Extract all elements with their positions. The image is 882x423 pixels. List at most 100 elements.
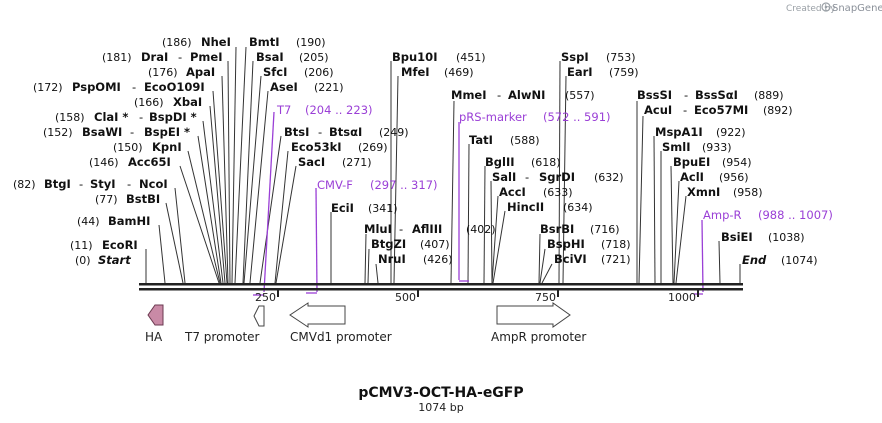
site-position: (426) (423, 253, 453, 266)
site-position: (0) (75, 254, 91, 267)
site-nhei[interactable]: (186) NheI (162, 35, 231, 49)
site-position: (588) (510, 134, 540, 147)
site-position: (190) (296, 36, 326, 49)
site-kpni[interactable]: (150) KpnI (113, 140, 182, 154)
site-bstbi[interactable]: (77) BstBI (95, 192, 160, 206)
site-bsphi[interactable]: BspHI (718) (547, 237, 631, 251)
credit-brand: SnapGene (832, 3, 882, 14)
site-end[interactable]: End (1074) (742, 253, 818, 267)
site-clai-bspdi[interactable]: (158) ClaI * - BspDI * (55, 110, 197, 124)
site-name-2: StyI (90, 177, 116, 191)
site-asei[interactable]: AseI (221) (270, 80, 344, 94)
feature-ha[interactable]: HA (145, 304, 164, 344)
site-acc65i[interactable]: (146) Acc65I (89, 155, 171, 169)
site-bsai[interactable]: BsaI (205) (256, 50, 329, 64)
site-name: EciI (331, 201, 354, 215)
site-position: (557) (565, 89, 595, 102)
site-name: NruI (378, 252, 406, 266)
primer-range: (204 .. 223) (305, 103, 373, 117)
site-position: (933) (702, 141, 732, 154)
axis-ticks (277, 290, 699, 297)
primer-range: (988 .. 1007) (758, 208, 833, 222)
site-mmei-alwni[interactable]: MmeI - AlwNI (557) (451, 88, 595, 102)
primer-t7[interactable]: T7 (204 .. 223) (276, 103, 373, 117)
site-bmti[interactable]: BmtI (190) (249, 35, 326, 49)
site-bcivi[interactable]: BciVI (721) (554, 252, 631, 266)
site-position: (958) (733, 186, 763, 199)
site-hincii[interactable]: HincII (634) (507, 200, 593, 214)
site-bpuei[interactable]: BpuEI (954) (673, 155, 752, 169)
feature-ampr-promoter[interactable]: AmpR promoter (491, 302, 586, 344)
site-name: Eco53kI (291, 140, 342, 154)
site-name: SmlI (662, 140, 691, 154)
site-name-2: EcoO109I (144, 80, 205, 94)
site-name: KpnI (152, 140, 182, 154)
site-pspomi-ecoo109i[interactable]: (172) PspOMI - EcoO109I (33, 80, 205, 94)
site-drai-pmei[interactable]: (181) DraI - PmeI (102, 50, 223, 64)
site-ecori[interactable]: (11) EcoRI (70, 238, 138, 252)
site-name: MfeI (401, 65, 430, 79)
feature-ha-arrow (147, 304, 164, 326)
site-separator: - (139, 110, 143, 124)
site-eco53ki[interactable]: Eco53kI (269) (291, 140, 388, 154)
sequence-backbone (139, 283, 743, 291)
site-name: BspHI (547, 237, 585, 251)
primer-range: (297 .. 317) (370, 178, 438, 192)
site-name: SalI (492, 170, 516, 184)
site-eari[interactable]: EarI (759) (567, 65, 639, 79)
site-name: DraI (141, 50, 168, 64)
feature-t7-promoter[interactable]: T7 promoter (184, 305, 265, 344)
site-name-2: BtsαI (329, 125, 362, 139)
site-btgi-styi-ncoi[interactable]: (82) BtgI - StyI - NcoI (13, 177, 168, 191)
site-bsiei[interactable]: BsiEI (1038) (721, 230, 805, 244)
feature-cmvd1-promoter[interactable]: CMVd1 promoter (289, 302, 392, 344)
site-name: EcoRI (102, 238, 138, 252)
site-name: BsrBI (540, 222, 574, 236)
primer-cmv-f[interactable]: CMV-F (297 .. 317) (317, 178, 438, 192)
site-bpu10i[interactable]: Bpu10I (451) (392, 50, 486, 64)
site-bsssi-bsssai[interactable]: BssSI - BssSαI (889) (637, 88, 784, 102)
site-name: AccI (499, 185, 526, 199)
site-nrui[interactable]: NruI (426) (378, 252, 453, 266)
site-position: (176) (148, 66, 178, 79)
site-name: SacI (298, 155, 325, 169)
site-btsi-btsai[interactable]: BtsI - BtsαI (249) (284, 125, 409, 139)
site-position: (77) (95, 193, 118, 206)
site-sali-sgrdi[interactable]: SalI - SgrDI (632) (492, 170, 624, 184)
feature-label: AmpR promoter (491, 330, 586, 344)
site-mfei[interactable]: MfeI (469) (401, 65, 474, 79)
site-mspa1i[interactable]: MspA1I (922) (655, 125, 746, 139)
feature-t7-promoter-arrow (253, 305, 265, 327)
site-saci[interactable]: SacI (271) (298, 155, 372, 169)
site-name: XbaI (173, 95, 202, 109)
site-start[interactable]: (0) Start (75, 253, 131, 267)
site-position: (889) (754, 89, 784, 102)
site-bsrbi[interactable]: BsrBI (716) (540, 222, 620, 236)
site-sfci[interactable]: SfcI (206) (263, 65, 334, 79)
site-acli[interactable]: AclI (956) (680, 170, 749, 184)
site-xmni[interactable]: XmnI (958) (687, 185, 763, 199)
site-bsawi-bspei[interactable]: (152) BsaWI - BspEI * (43, 125, 190, 139)
site-bamhi[interactable]: (44) BamHI (77, 214, 150, 228)
site-position: (166) (134, 96, 164, 109)
site-acci[interactable]: AccI (633) (499, 185, 573, 199)
site-acui-eco57mi[interactable]: AcuI - Eco57MI (892) (644, 103, 793, 117)
site-ecii[interactable]: EciI (341) (331, 201, 398, 215)
primer-amp-r[interactable]: Amp-R (988 .. 1007) (703, 208, 833, 222)
site-name-2: BssSαI (695, 88, 738, 102)
primer-name: Amp-R (703, 208, 742, 222)
site-mlui-afliii[interactable]: MluI - AflIII (402) (364, 222, 496, 236)
site-tati[interactable]: TatI (588) (469, 133, 540, 147)
site-bglii[interactable]: BglII (618) (485, 155, 561, 169)
site-apai[interactable]: (176) ApaI (148, 65, 215, 79)
site-position: (152) (43, 126, 73, 139)
site-sspi[interactable]: SspI (753) (561, 50, 636, 64)
site-position: (407) (420, 238, 450, 251)
site-xbai[interactable]: (166) XbaI (134, 95, 202, 109)
site-position: (892) (763, 104, 793, 117)
site-position: (181) (102, 51, 132, 64)
site-btgzi[interactable]: BtgZI (407) (371, 237, 450, 251)
primer-range: (572 .. 591) (543, 110, 611, 124)
site-smli[interactable]: SmlI (933) (662, 140, 732, 154)
primer-prs-marker[interactable]: pRS-marker (572 .. 591) (459, 110, 611, 124)
